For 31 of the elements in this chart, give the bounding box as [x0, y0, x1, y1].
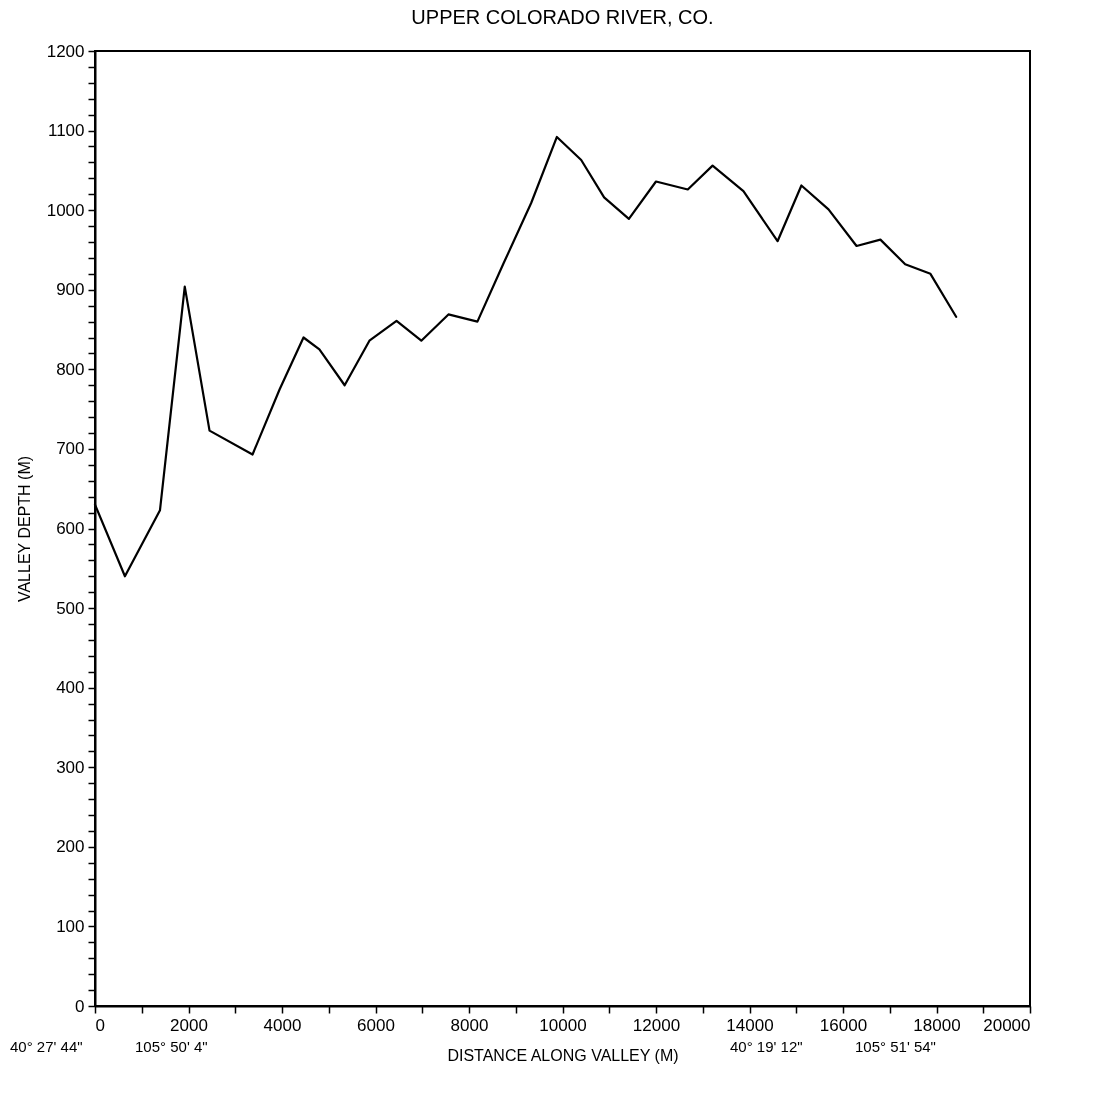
x-tick-label: 2000 — [170, 1015, 208, 1035]
text: 40° 27' 44" — [10, 1038, 83, 1055]
y-tick-label: 100 — [56, 916, 85, 936]
x-axis-title: DISTANCE ALONG VALLEY (M) — [447, 1046, 679, 1064]
y-tick-label: 0 — [75, 996, 85, 1016]
chart-title: UPPER COLORADO RIVER, CO. — [411, 6, 714, 28]
x-tick-label: 16000 — [819, 1015, 868, 1035]
x-tick-label: 14000 — [726, 1015, 774, 1035]
y-tick-label: 400 — [56, 678, 85, 698]
x-tick-label: 0 — [95, 1015, 105, 1035]
y-tick-label: 800 — [56, 359, 85, 379]
y-axis-title: VALLEY DEPTH (M) — [15, 455, 33, 603]
x-tick-label: 8000 — [450, 1015, 489, 1035]
x-tick-label: 20000 — [983, 1015, 1031, 1035]
text: 40° 19' 12" — [730, 1038, 803, 1055]
y-tick-label: 1100 — [47, 121, 85, 141]
y-tick-label: 300 — [56, 757, 85, 777]
y-tick-label: 1200 — [46, 41, 85, 61]
y-tick-label: 900 — [56, 280, 85, 300]
x-tick-label: 4000 — [263, 1015, 302, 1035]
x-tick-label: 10000 — [539, 1015, 587, 1035]
y-tick-label: 500 — [56, 598, 85, 618]
y-tick-label: 700 — [56, 439, 85, 459]
x-tick-label: 6000 — [357, 1015, 395, 1035]
y-tick-label: 1000 — [46, 200, 85, 220]
text: 105° 50' 4" — [135, 1038, 208, 1055]
y-tick-label: 600 — [56, 519, 85, 538]
y-tick-label: 200 — [56, 837, 85, 857]
x-tick-label: 12000 — [632, 1015, 681, 1035]
text: 105° 51' 54" — [855, 1038, 936, 1055]
x-tick-label: 18000 — [913, 1015, 961, 1035]
